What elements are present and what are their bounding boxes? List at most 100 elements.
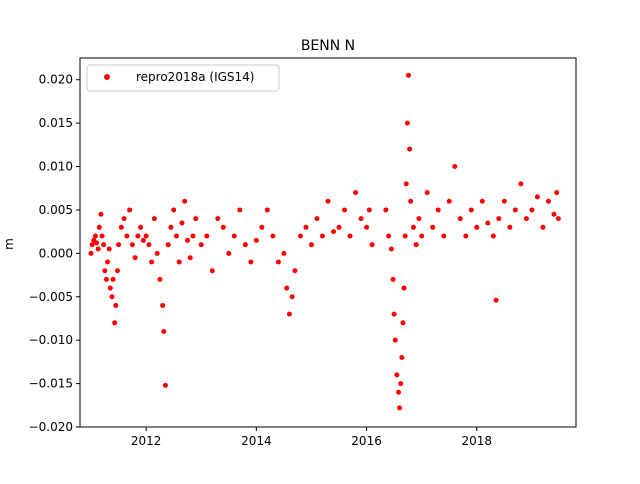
data-point bbox=[220, 224, 226, 230]
data-point bbox=[496, 216, 502, 222]
data-point bbox=[182, 198, 188, 204]
data-point bbox=[248, 259, 254, 265]
data-point bbox=[392, 337, 398, 343]
data-point bbox=[89, 242, 95, 248]
data-point bbox=[284, 285, 290, 291]
data-point bbox=[308, 242, 314, 248]
data-point bbox=[113, 302, 119, 308]
legend: repro2018a (IGS14) bbox=[86, 64, 280, 92]
data-point bbox=[342, 207, 348, 213]
data-point bbox=[143, 233, 149, 239]
data-point bbox=[106, 246, 112, 252]
data-point bbox=[140, 237, 146, 243]
data-point bbox=[402, 233, 408, 239]
data-point bbox=[493, 297, 499, 303]
data-point bbox=[127, 207, 133, 213]
data-point bbox=[435, 207, 441, 213]
x-tick-label: 2014 bbox=[241, 434, 272, 448]
data-point bbox=[430, 224, 436, 230]
data-point bbox=[369, 242, 375, 248]
data-point bbox=[209, 268, 215, 274]
data-point bbox=[555, 216, 561, 222]
data-point bbox=[176, 259, 182, 265]
data-point bbox=[485, 220, 491, 226]
data-point bbox=[353, 190, 359, 196]
data-point bbox=[184, 237, 190, 243]
data-point bbox=[319, 233, 325, 239]
data-point bbox=[162, 382, 168, 388]
data-point bbox=[132, 255, 138, 261]
x-tick-label: 2016 bbox=[351, 434, 382, 448]
y-tick-label: 0.010 bbox=[39, 160, 73, 174]
data-point bbox=[168, 224, 174, 230]
data-point bbox=[396, 389, 402, 395]
data-point bbox=[474, 224, 480, 230]
y-tick-label: −0.015 bbox=[29, 377, 73, 391]
data-point bbox=[242, 242, 248, 248]
data-point bbox=[413, 242, 419, 248]
data-point bbox=[151, 216, 157, 222]
data-point bbox=[107, 285, 113, 291]
data-point bbox=[264, 207, 270, 213]
data-point bbox=[121, 216, 127, 222]
chart-title: BENN N bbox=[301, 38, 355, 54]
data-point bbox=[534, 194, 540, 200]
data-point bbox=[410, 224, 416, 230]
data-point bbox=[275, 259, 281, 265]
data-point bbox=[112, 320, 118, 326]
data-point bbox=[463, 233, 469, 239]
data-point bbox=[408, 198, 414, 204]
data-point bbox=[424, 190, 430, 196]
data-point bbox=[407, 146, 413, 152]
data-point bbox=[314, 216, 320, 222]
data-point bbox=[336, 224, 342, 230]
data-point bbox=[545, 198, 551, 204]
data-point bbox=[135, 233, 141, 239]
data-point bbox=[187, 255, 193, 261]
data-point bbox=[173, 233, 179, 239]
data-point bbox=[231, 233, 237, 239]
data-point bbox=[215, 216, 221, 222]
y-tick-label: −0.005 bbox=[29, 290, 73, 304]
data-point bbox=[129, 242, 135, 248]
data-point bbox=[529, 207, 535, 213]
data-point bbox=[297, 233, 303, 239]
data-point bbox=[401, 285, 407, 291]
data-point bbox=[103, 276, 109, 282]
data-point bbox=[281, 250, 287, 256]
data-point bbox=[441, 233, 447, 239]
data-point bbox=[94, 240, 100, 246]
data-point bbox=[404, 120, 410, 126]
data-point bbox=[171, 207, 177, 213]
data-point bbox=[124, 233, 130, 239]
data-point bbox=[416, 216, 422, 222]
data-point bbox=[397, 405, 403, 411]
y-axis: −0.020 −0.015 −0.010 −0.005 0.000 0.005 0.010 0… bbox=[29, 73, 80, 434]
y-tick-label: 0.015 bbox=[39, 116, 73, 130]
data-point bbox=[110, 276, 116, 282]
y-tick-label: −0.020 bbox=[29, 420, 73, 434]
data-point bbox=[523, 216, 529, 222]
data-point bbox=[383, 207, 389, 213]
data-point bbox=[157, 276, 163, 282]
data-point bbox=[325, 198, 331, 204]
data-point bbox=[512, 207, 518, 213]
data-point bbox=[403, 181, 409, 187]
data-point bbox=[193, 216, 199, 222]
y-tick-label: 0.000 bbox=[39, 246, 73, 260]
data-point bbox=[138, 224, 144, 230]
data-point bbox=[457, 216, 463, 222]
data-point bbox=[270, 233, 276, 239]
data-point bbox=[101, 242, 107, 248]
data-point bbox=[398, 381, 404, 387]
data-point bbox=[259, 224, 265, 230]
data-point bbox=[419, 233, 425, 239]
data-point bbox=[99, 233, 105, 239]
data-point bbox=[331, 229, 337, 235]
legend-label: repro2018a (IGS14) bbox=[136, 70, 254, 84]
data-point bbox=[237, 207, 243, 213]
data-point bbox=[198, 242, 204, 248]
data-point bbox=[204, 233, 210, 239]
plot-frame bbox=[79, 57, 577, 428]
